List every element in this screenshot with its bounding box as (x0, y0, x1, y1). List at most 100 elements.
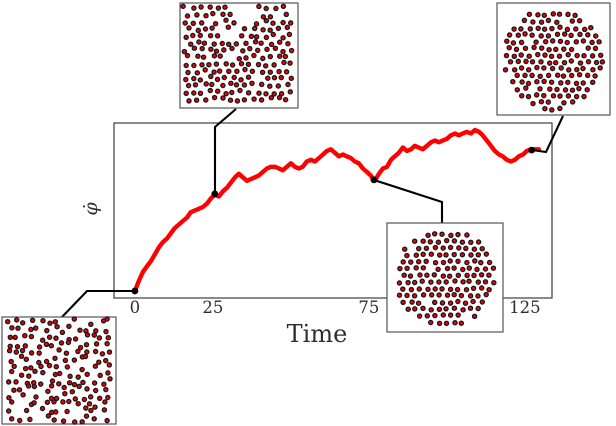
particle-dot (247, 45, 253, 52)
particle-dot (214, 76, 221, 83)
particle-dot (75, 348, 81, 355)
particle-dot (475, 293, 481, 299)
event-marker[interactable] (370, 176, 378, 184)
particle-dot (225, 41, 232, 48)
particle-dot (478, 272, 485, 278)
particle-dot (482, 279, 489, 285)
particle-dot (479, 245, 485, 252)
particle-dot (527, 26, 534, 32)
particle-dot (545, 33, 552, 39)
particle-dot (416, 286, 423, 292)
particle-dot (62, 390, 68, 397)
event-marker[interactable] (211, 190, 219, 198)
particle-dot (396, 280, 403, 286)
particle-dot (183, 76, 189, 83)
particle-dot (530, 19, 536, 25)
event-marker[interactable] (131, 287, 139, 295)
particle-dot (208, 46, 214, 52)
particle-dot (589, 79, 596, 86)
particle-dot (14, 343, 21, 350)
particle-dot (71, 316, 78, 322)
particle-dot (511, 67, 518, 73)
particle-dot (592, 73, 598, 79)
particle-dot (535, 12, 541, 18)
particle-dot (88, 407, 94, 414)
particle-dot (249, 68, 256, 75)
particle-dot (483, 251, 490, 257)
particle-dot (87, 394, 94, 400)
particle-dot (556, 53, 563, 59)
particle-dot (103, 328, 109, 335)
particle-dot (425, 232, 431, 239)
inset-final-crystal[interactable] (496, 2, 611, 116)
particle-dot (482, 266, 489, 272)
particle-dot (49, 378, 56, 384)
particle-dot (276, 39, 283, 45)
particle-dot (408, 286, 415, 293)
y-axis-label: φ̇ (80, 202, 102, 216)
particle-dot (72, 396, 79, 402)
particle-dot (194, 70, 201, 76)
particle-dot (541, 92, 547, 99)
particle-dot (211, 41, 217, 47)
particle-dot (213, 61, 220, 67)
particle-dot (576, 71, 583, 78)
particle-dot (404, 265, 410, 272)
particle-dot (84, 371, 90, 378)
inset-initial-disordered[interactable] (1, 316, 117, 425)
particle-dot (238, 77, 244, 83)
particle-dot (271, 62, 277, 68)
particle-dot (423, 258, 429, 265)
particle-dot (39, 337, 46, 343)
particle-dot (53, 395, 60, 402)
particle-dot (585, 32, 591, 38)
particle-dot (592, 33, 599, 39)
particle-dot (478, 285, 485, 291)
particle-dot (557, 38, 564, 45)
particle-dot (231, 74, 237, 81)
particle-dot (241, 25, 248, 32)
particle-dot (214, 33, 221, 39)
particle-dot (26, 373, 32, 379)
particle-dot (19, 320, 26, 326)
particle-dot (560, 73, 567, 79)
particle-dot (424, 313, 431, 319)
particle-dot (417, 272, 423, 278)
inset-early-polycrystal[interactable] (179, 2, 299, 109)
x-tick-label: 0 (130, 298, 141, 317)
particle-dot (276, 53, 283, 59)
particle-dot (243, 55, 249, 61)
particle-dot (183, 90, 189, 97)
particle-dot (283, 69, 290, 75)
particle-dot (27, 416, 33, 423)
particle-dot (12, 334, 18, 341)
particle-dot (8, 358, 14, 365)
particle-dot (440, 245, 446, 251)
particle-dot (36, 344, 43, 350)
particle-dot (525, 67, 532, 73)
particle-dot (182, 20, 188, 26)
particle-dot (197, 32, 204, 39)
particle-dot (60, 399, 66, 405)
particle-dot (191, 5, 197, 11)
inset-mid-cluster[interactable] (386, 222, 504, 333)
particle-dot (52, 409, 59, 415)
particle-dot (92, 348, 99, 355)
event-marker[interactable] (528, 146, 536, 154)
particle-dot (36, 350, 42, 356)
particle-dot (511, 53, 518, 60)
particle-dot (105, 334, 112, 341)
particle-dot (530, 100, 536, 107)
particle-dot (431, 272, 438, 278)
particle-dot (180, 3, 186, 10)
particle-dot (424, 272, 430, 278)
particle-dot (236, 55, 243, 62)
particle-dot (467, 293, 474, 299)
particle-dot (472, 258, 478, 264)
particle-dot (183, 34, 189, 41)
particle-dot (8, 416, 15, 422)
particle-dot (13, 349, 20, 355)
particle-dot (554, 72, 561, 78)
particle-dot (220, 11, 226, 18)
particle-dot (52, 355, 58, 362)
